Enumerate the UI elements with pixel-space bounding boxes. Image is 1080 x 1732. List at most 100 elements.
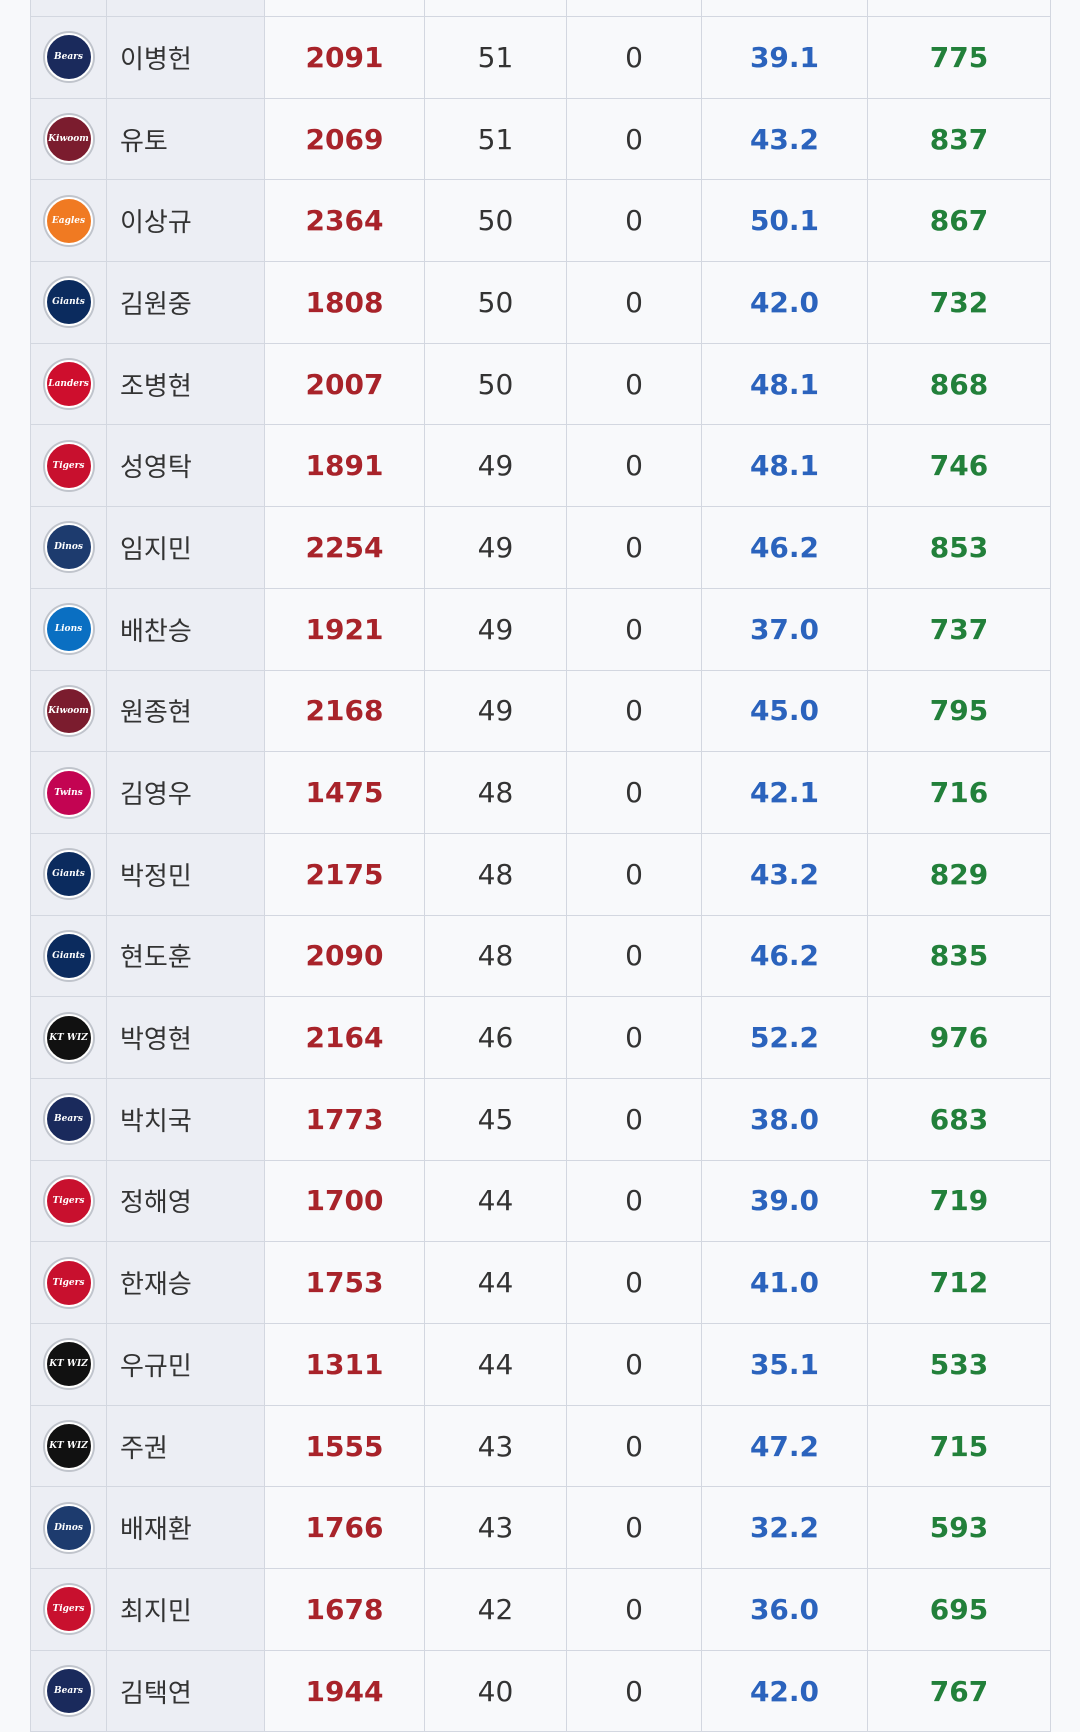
stat-cell: 44 bbox=[425, 1324, 567, 1405]
stat-cell: 46.2 bbox=[702, 915, 868, 997]
stat-cell: 44 bbox=[425, 1160, 567, 1242]
stat-cell: 0 bbox=[567, 1487, 702, 1569]
stat-cell: 719 bbox=[868, 1160, 1051, 1242]
table-row: Eagles 이상규 2364 50 0 50.1 867 bbox=[30, 180, 1051, 263]
stat-cell: 775 bbox=[868, 17, 1051, 98]
team-logo: Tigers bbox=[44, 1176, 93, 1225]
stat-cell: 1921 bbox=[265, 588, 425, 670]
stat-cell: 868 bbox=[868, 343, 1051, 425]
table-row: Giants 박정민 2175 48 0 43.2 829 bbox=[30, 833, 1051, 916]
stat-cell: 42.0 bbox=[702, 262, 868, 343]
stat-cell: 32.2 bbox=[702, 1487, 868, 1569]
stat-cell: 976 bbox=[868, 997, 1051, 1078]
team-logo: KT WIZ bbox=[44, 1340, 93, 1389]
stat-cell: 829 bbox=[868, 833, 1051, 915]
stat-cell: 38.0 bbox=[702, 1078, 868, 1160]
stat-cell: 712 bbox=[868, 1242, 1051, 1323]
table-row: Landers 조병현 2007 50 0 48.1 868 bbox=[30, 343, 1051, 426]
stat-cell: 1475 bbox=[265, 752, 425, 833]
player-name: 이병헌 bbox=[107, 17, 265, 98]
table-row: KT WIZ 박영현 2164 46 0 52.2 976 bbox=[30, 997, 1051, 1079]
logo-cell: Eagles bbox=[30, 180, 107, 262]
table-row: KT WIZ 주권 1555 43 0 47.2 715 bbox=[30, 1405, 1051, 1488]
logo-cell: Kiwoom bbox=[30, 98, 107, 180]
team-logo: KT WIZ bbox=[44, 1422, 93, 1471]
player-name: 우규민 bbox=[107, 1324, 265, 1405]
team-logo: Bears bbox=[44, 1095, 93, 1144]
stat-cell: 46.2 bbox=[702, 507, 868, 588]
stat-cell: 0 bbox=[567, 997, 702, 1078]
stat-cell: 1891 bbox=[265, 425, 425, 507]
table-row: Dinos 임지민 2254 49 0 46.2 853 bbox=[30, 507, 1051, 589]
stat-cell: 746 bbox=[868, 425, 1051, 507]
logo-cell: Bears bbox=[30, 1650, 107, 1732]
player-name: 주권 bbox=[107, 1405, 265, 1487]
player-name: 정해영 bbox=[107, 1160, 265, 1242]
logo-cell: Tigers bbox=[30, 1569, 107, 1650]
stat-cell: 2069 bbox=[265, 98, 425, 180]
player-name: 최지민 bbox=[107, 1569, 265, 1650]
table-row: Giants 현도훈 2090 48 0 46.2 835 bbox=[30, 915, 1051, 998]
player-name: 이상규 bbox=[107, 180, 265, 262]
stat-cell: 0 bbox=[567, 98, 702, 180]
stat-cell: 51 bbox=[425, 17, 567, 98]
stat-cell: 715 bbox=[868, 1405, 1051, 1487]
logo-cell: Lions bbox=[30, 588, 107, 670]
logo-cell: Tigers bbox=[30, 425, 107, 507]
logo-cell: Dinos bbox=[30, 1487, 107, 1569]
table-row: Twins 김영우 1475 48 0 42.1 716 bbox=[30, 752, 1051, 834]
logo-cell: Tigers bbox=[30, 1160, 107, 1242]
stat-cell: 767 bbox=[868, 1650, 1051, 1732]
stat-cell: 0 bbox=[567, 1078, 702, 1160]
player-name: 김택연 bbox=[107, 1650, 265, 1732]
table-row: Bears 박치국 1773 45 0 38.0 683 bbox=[30, 1078, 1051, 1161]
stat-cell: 0 bbox=[567, 180, 702, 262]
team-logo: Bears bbox=[44, 1667, 93, 1716]
table-row: Tigers 성영탁 1891 49 0 48.1 746 bbox=[30, 425, 1051, 508]
stat-cell: 533 bbox=[868, 1324, 1051, 1405]
team-logo: Eagles bbox=[44, 196, 93, 245]
stat-cell: 2254 bbox=[265, 507, 425, 588]
stat-cell: 1311 bbox=[265, 1324, 425, 1405]
team-logo: Lions bbox=[44, 605, 93, 654]
player-name: 김원중 bbox=[107, 262, 265, 343]
stat-cell: 50 bbox=[425, 262, 567, 343]
stat-cell: 2091 bbox=[265, 17, 425, 98]
logo-cell: Bears bbox=[30, 17, 107, 98]
table-row: Kiwoom 유토 2069 51 0 43.2 837 bbox=[30, 98, 1051, 181]
stat-cell: 50 bbox=[425, 180, 567, 262]
stat-cell: 49 bbox=[425, 425, 567, 507]
header-edge bbox=[30, 0, 1051, 17]
stat-cell: 1766 bbox=[265, 1487, 425, 1569]
player-name: 성영탁 bbox=[107, 425, 265, 507]
stat-cell: 2364 bbox=[265, 180, 425, 262]
stat-cell: 716 bbox=[868, 752, 1051, 833]
team-logo: Bears bbox=[44, 33, 93, 82]
stat-cell: 0 bbox=[567, 915, 702, 997]
player-name: 원종현 bbox=[107, 670, 265, 752]
table-row: Tigers 정해영 1700 44 0 39.0 719 bbox=[30, 1160, 1051, 1243]
stat-cell: 0 bbox=[567, 507, 702, 588]
record-table: Bears 이병헌 2091 51 0 39.1 775 Kiwoom 유토 2069 51 0 43.… bbox=[30, 0, 1051, 1732]
stat-cell: 683 bbox=[868, 1078, 1051, 1160]
stat-cell: 48.1 bbox=[702, 425, 868, 507]
stat-cell: 867 bbox=[868, 180, 1051, 262]
logo-cell: Bears bbox=[30, 1078, 107, 1160]
team-logo: Tigers bbox=[44, 441, 93, 490]
table-row: Bears 김택연 1944 40 0 42.0 767 bbox=[30, 1650, 1051, 1732]
stat-cell: 593 bbox=[868, 1487, 1051, 1569]
stat-cell: 0 bbox=[567, 343, 702, 425]
stat-cell: 39.0 bbox=[702, 1160, 868, 1242]
player-name: 박정민 bbox=[107, 833, 265, 915]
stat-cell: 49 bbox=[425, 588, 567, 670]
stat-cell: 40 bbox=[425, 1650, 567, 1732]
stat-cell: 2090 bbox=[265, 915, 425, 997]
stat-cell: 732 bbox=[868, 262, 1051, 343]
stat-cell: 2175 bbox=[265, 833, 425, 915]
stat-cell: 47.2 bbox=[702, 1405, 868, 1487]
stat-cell: 1678 bbox=[265, 1569, 425, 1650]
stat-cell: 2164 bbox=[265, 997, 425, 1078]
player-name: 박치국 bbox=[107, 1078, 265, 1160]
stat-cell: 39.1 bbox=[702, 17, 868, 98]
